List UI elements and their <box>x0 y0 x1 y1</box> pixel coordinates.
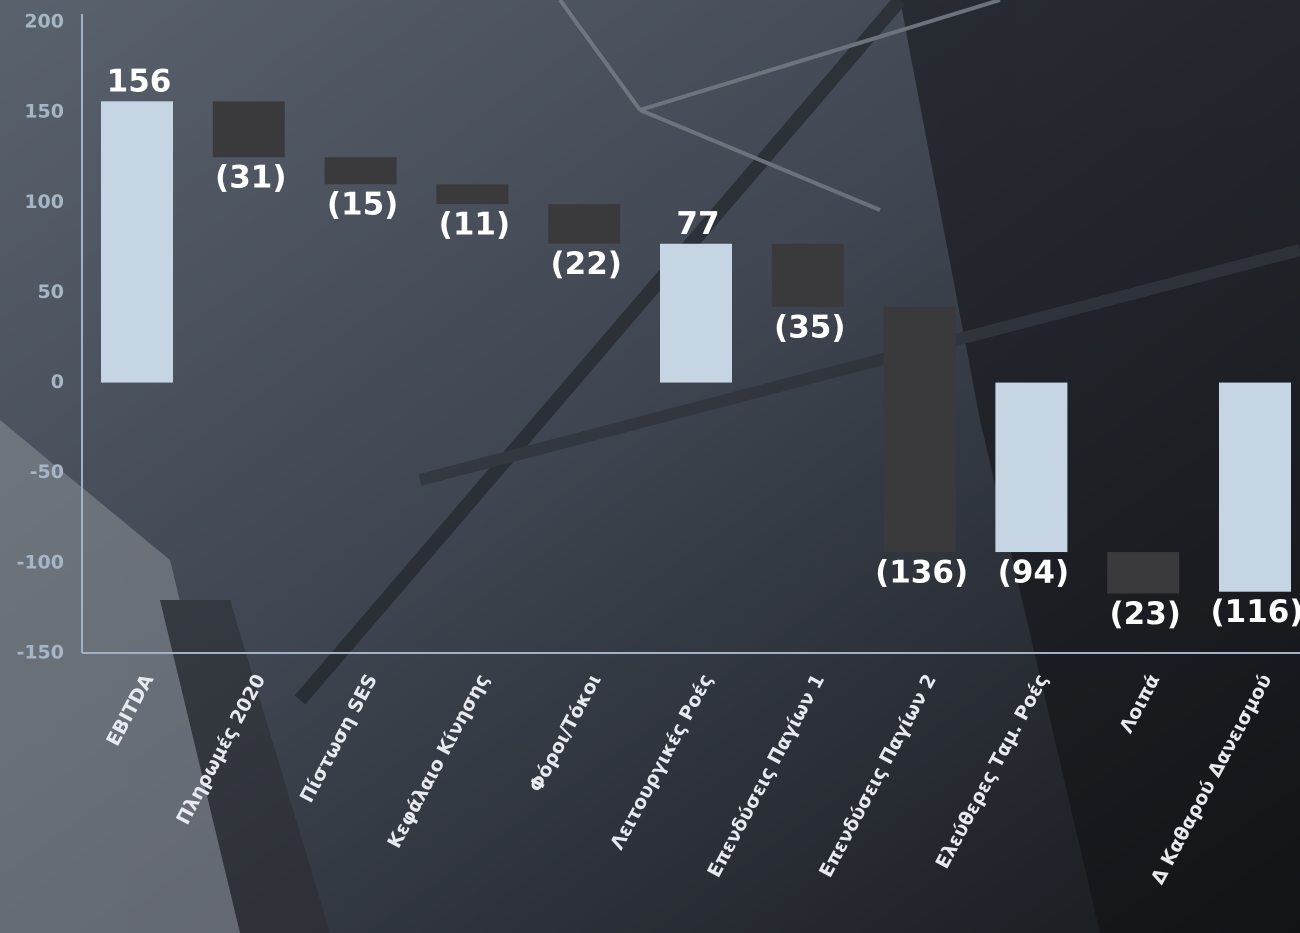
bar <box>548 204 621 244</box>
value-label: (31) <box>215 160 286 196</box>
bar <box>1107 552 1180 594</box>
bar <box>660 243 732 383</box>
value-label: (35) <box>774 309 845 345</box>
value-label: (22) <box>550 246 621 282</box>
bar <box>995 382 1068 553</box>
value-label: (136) <box>875 554 968 590</box>
value-label: 156 <box>107 63 172 99</box>
y-tick-label: 200 <box>24 11 64 33</box>
bar <box>212 101 285 158</box>
y-tick-label: 150 <box>24 101 64 123</box>
bar <box>324 157 397 185</box>
bar <box>771 243 844 307</box>
y-tick-label: 50 <box>38 281 64 303</box>
bar <box>101 101 173 383</box>
bar <box>883 306 956 553</box>
value-label: (116) <box>1210 594 1300 630</box>
y-tick-label: -50 <box>30 461 64 483</box>
y-tick-label: -100 <box>16 551 64 573</box>
y-tick-label: -150 <box>16 642 64 664</box>
y-tick-label: 0 <box>51 371 64 393</box>
value-label: 77 <box>676 206 719 242</box>
value-label: (23) <box>1109 596 1180 632</box>
value-label: (15) <box>327 187 398 223</box>
value-label: (94) <box>998 554 1069 590</box>
bar <box>1219 382 1291 592</box>
y-tick-label: 100 <box>24 191 64 213</box>
bar <box>436 184 509 205</box>
value-label: (11) <box>439 206 510 242</box>
